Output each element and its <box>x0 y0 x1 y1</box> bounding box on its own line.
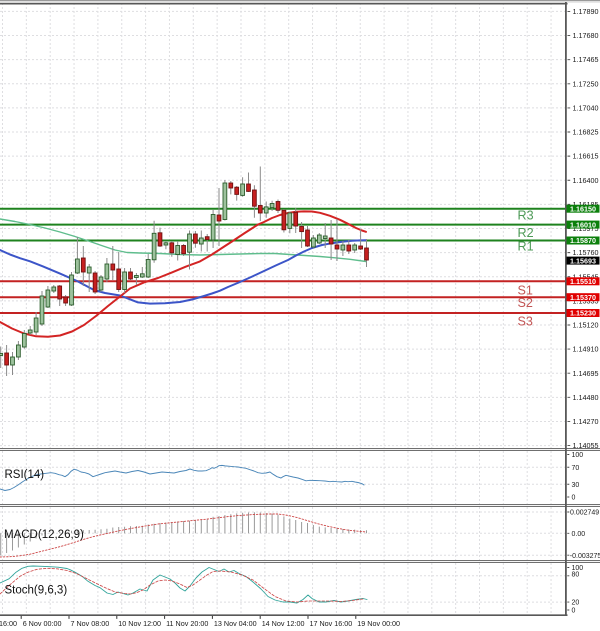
svg-text:0.00: 0.00 <box>572 531 586 538</box>
svg-text:100: 100 <box>572 565 584 572</box>
svg-text:30: 30 <box>572 482 580 489</box>
svg-text:1.17465: 1.17465 <box>573 55 599 64</box>
svg-text:1.17250: 1.17250 <box>573 79 599 88</box>
svg-text:1.16825: 1.16825 <box>573 128 599 137</box>
svg-text:S3: S3 <box>518 315 533 329</box>
svg-text:1.14055: 1.14055 <box>573 441 599 450</box>
svg-text:1.14695: 1.14695 <box>573 369 599 378</box>
svg-text:Stoch(9,6,3): Stoch(9,6,3) <box>5 585 68 597</box>
svg-text:0: 0 <box>572 608 576 615</box>
svg-text:1.16615: 1.16615 <box>573 152 599 161</box>
svg-text:1.14480: 1.14480 <box>573 393 599 402</box>
svg-text:1.15870: 1.15870 <box>570 236 596 245</box>
svg-text:1.15545: 1.15545 <box>573 272 599 281</box>
svg-text:R2: R2 <box>518 226 534 240</box>
svg-text:1.15693: 1.15693 <box>570 256 596 265</box>
svg-text:100: 100 <box>572 452 584 459</box>
svg-text:7 Nov 08:00: 7 Nov 08:00 <box>71 619 110 628</box>
svg-text:S1: S1 <box>518 284 533 298</box>
svg-text:R1: R1 <box>518 239 534 253</box>
svg-text:0: 0 <box>572 495 576 502</box>
svg-text:1.16010: 1.16010 <box>570 220 596 229</box>
svg-text:19 Nov 00:00: 19 Nov 00:00 <box>357 619 400 628</box>
svg-text:14 Nov 12:00: 14 Nov 12:00 <box>262 619 305 628</box>
svg-text:6 Nov 00:00: 6 Nov 00:00 <box>23 619 62 628</box>
svg-text:1.17890: 1.17890 <box>573 7 599 16</box>
svg-text:80: 80 <box>572 571 580 578</box>
svg-text:1.15760: 1.15760 <box>573 248 599 257</box>
svg-text:1.17040: 1.17040 <box>573 103 599 112</box>
svg-text:10 Nov 12:00: 10 Nov 12:00 <box>118 619 161 628</box>
svg-text:17 Nov 16:00: 17 Nov 16:00 <box>310 619 353 628</box>
svg-text:0.002749: 0.002749 <box>570 510 599 517</box>
svg-text:1.15510: 1.15510 <box>570 277 596 286</box>
svg-text:20: 20 <box>572 600 580 607</box>
svg-text:1.14910: 1.14910 <box>573 345 599 354</box>
svg-text:MACD(12,26,9): MACD(12,26,9) <box>4 529 84 541</box>
svg-text:1.15120: 1.15120 <box>573 321 599 330</box>
svg-text:1.16400: 1.16400 <box>573 176 599 185</box>
svg-text:1.17680: 1.17680 <box>573 31 599 40</box>
svg-text:16:00: 16:00 <box>0 619 17 628</box>
svg-text:1.15370: 1.15370 <box>570 293 596 302</box>
svg-text:1.16185: 1.16185 <box>573 200 599 209</box>
svg-text:1.15230: 1.15230 <box>570 309 596 318</box>
svg-text:1.16150: 1.16150 <box>570 204 596 213</box>
svg-text:11 Nov 20:00: 11 Nov 20:00 <box>166 619 208 628</box>
svg-text:RSI(14): RSI(14) <box>5 469 45 481</box>
svg-text:S2: S2 <box>518 296 533 310</box>
svg-text:1.14270: 1.14270 <box>573 417 599 426</box>
svg-text:13 Nov 04:00: 13 Nov 04:00 <box>214 619 257 628</box>
svg-text:70: 70 <box>572 465 580 472</box>
svg-text:R3: R3 <box>518 208 534 222</box>
svg-text:-0.003275: -0.003275 <box>570 553 600 560</box>
